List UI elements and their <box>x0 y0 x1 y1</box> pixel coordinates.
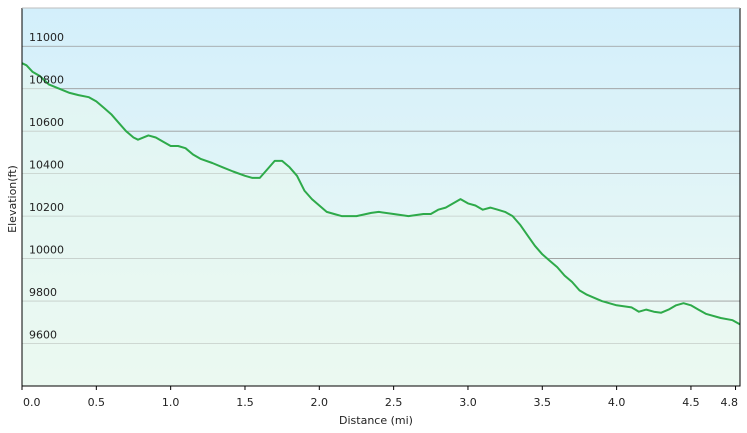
x-axis-label: Distance (mi) <box>339 414 413 427</box>
x-tick-label: 3.0 <box>459 396 477 409</box>
y-tick-label: 10600 <box>29 116 64 129</box>
y-tick-label: 9600 <box>29 329 57 342</box>
y-tick-label: 10000 <box>29 244 64 257</box>
x-tick-label: 3.5 <box>534 396 552 409</box>
x-tick-label: 2.5 <box>385 396 403 409</box>
x-tick-label: 4.8 <box>721 396 739 409</box>
x-tick-label: 4.5 <box>682 396 700 409</box>
x-tick-label: 0.5 <box>88 396 106 409</box>
y-tick-labels: 9600 9800 10000 10200 10400 10600 10800 11000 <box>29 31 64 341</box>
axes <box>21 7 741 387</box>
y-tick-label: 11000 <box>29 31 64 44</box>
y-tick-label: 10200 <box>29 201 64 214</box>
x-tick-label: 1.0 <box>162 396 180 409</box>
y-tick-label: 9800 <box>29 286 57 299</box>
x-tick-label: 2.0 <box>311 396 329 409</box>
y-axis-label: Elevation(ft) <box>6 165 19 233</box>
y-tick-label: 10800 <box>29 74 64 87</box>
x-tick-label: 0.0 <box>23 396 41 409</box>
elevation-area <box>22 63 740 386</box>
axis-frame <box>21 8 741 387</box>
x-tick-labels: 0.0 0.5 1.0 1.5 2.0 2.5 3.0 3.5 4.0 4.5 4.8 <box>21 386 739 409</box>
x-tick-label: 4.0 <box>608 396 626 409</box>
x-tick-label: 1.5 <box>236 396 254 409</box>
y-tick-label: 10400 <box>29 159 64 172</box>
elevation-series-line <box>21 62 741 326</box>
